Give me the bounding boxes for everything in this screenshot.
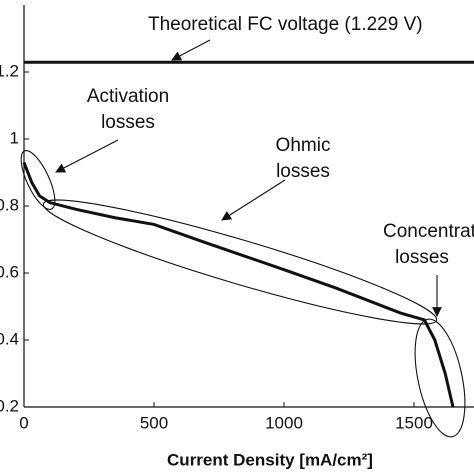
x-tick-label: 500 [140,413,168,432]
reference-label: Theoretical FC voltage (1.229 V) [148,14,423,35]
annotation: losses [395,247,449,268]
annotation: Activation [87,86,169,107]
annotation: losses [276,161,330,182]
y-tick-label: 0.8 [0,195,19,214]
annotation: Ohmic [276,135,331,156]
data-line [22,161,455,408]
y-tick-label: 0.6 [0,262,19,281]
x-tick-label: 0 [19,413,28,432]
annotation: Concentration [383,221,474,242]
x-tick-label: 1000 [265,413,303,432]
y-tick-label: 0.4 [0,329,19,348]
y-tick-label: 0.2 [0,396,19,415]
annotation: losses [101,112,155,133]
y-tick-label: 1.2 [0,61,19,80]
x-axis-label: Current Density [mA/cm²] [167,450,373,469]
annotation-shapes [20,39,466,438]
x-tick-label: 1500 [395,413,433,432]
y-tick-label: 1 [10,128,19,147]
